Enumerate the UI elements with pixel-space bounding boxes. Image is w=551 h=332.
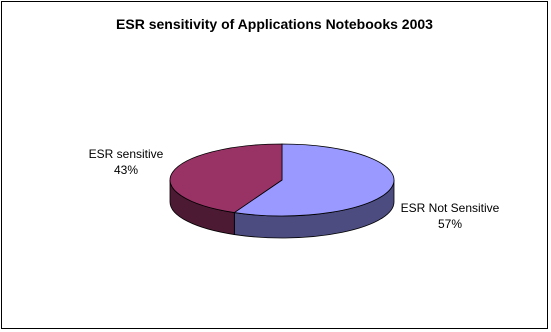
pie-slice-esr-sensitive: [169, 143, 283, 213]
slice-percent-esr-sensitive: 43%: [113, 163, 139, 177]
slice-percent-esr-not-sensitive: 57%: [437, 217, 463, 231]
slice-name-esr-sensitive: ESR sensitive: [88, 147, 164, 161]
slice-label-esr-not-sensitive: ESR Not Sensitive 57%: [390, 200, 510, 232]
pie-slice-esr-not-sensitive: [233, 143, 395, 217]
slice-name-esr-not-sensitive: ESR Not Sensitive: [400, 201, 500, 215]
slice-label-esr-sensitive: ESR sensitive 43%: [78, 146, 174, 178]
pie-tops: [169, 143, 395, 217]
chart-title: ESR sensitivity of Applications Notebook…: [116, 16, 433, 32]
